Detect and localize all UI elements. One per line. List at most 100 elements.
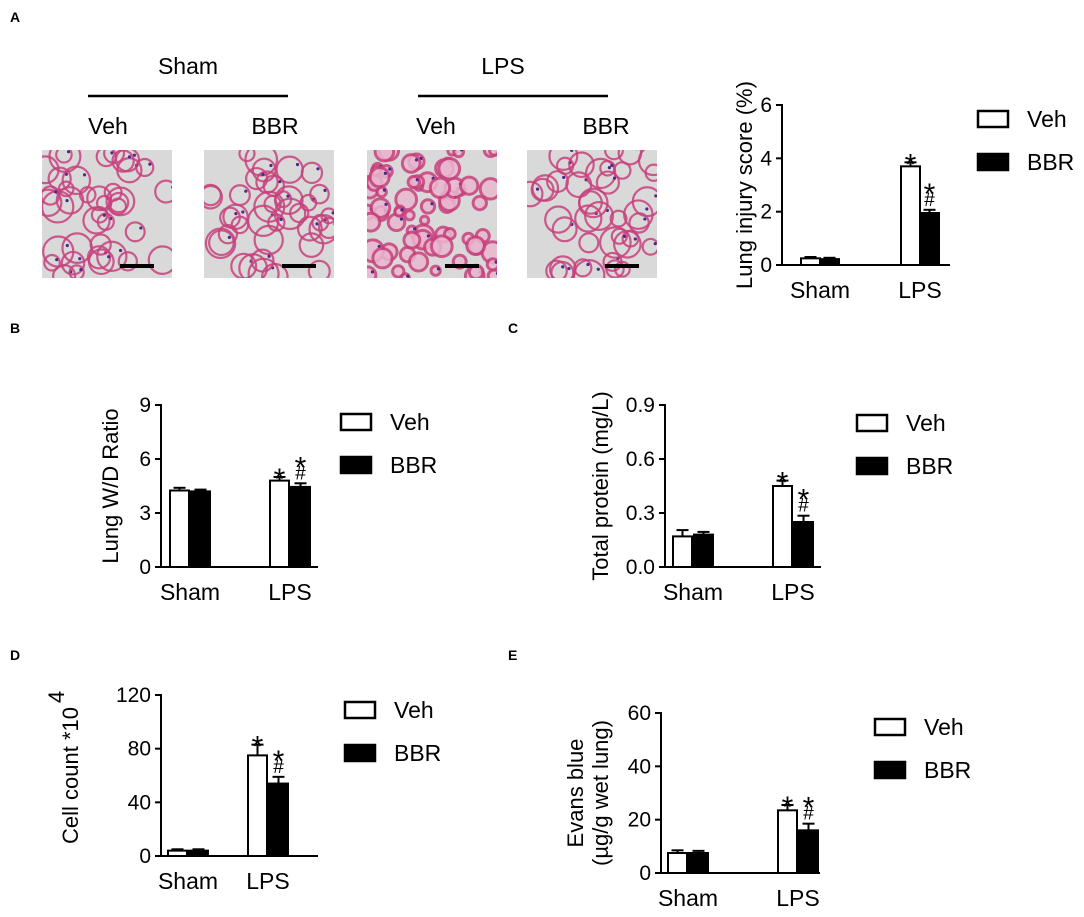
micrograph-tissue — [367, 150, 497, 278]
cell-nucleus — [55, 258, 59, 262]
bar-bbr-lps — [919, 212, 940, 266]
cell-nucleus — [610, 163, 614, 167]
cell-nucleus — [278, 180, 282, 184]
bar-veh-lps — [247, 754, 268, 857]
alveolar-wall — [367, 265, 378, 278]
panel-letter-a: A — [10, 9, 20, 25]
bar-veh-sham — [672, 535, 693, 569]
significance-hash: # — [924, 190, 935, 211]
alveolar-wall — [68, 264, 85, 278]
micrograph-sham-bbr — [204, 150, 334, 278]
alveolar-wall — [274, 190, 293, 209]
alveolar-wall — [371, 247, 394, 270]
bar-bbr-sham — [819, 258, 840, 266]
alveolar-wall — [605, 259, 625, 278]
alveolar-wall — [631, 186, 657, 218]
cell-nucleus — [622, 234, 627, 238]
alveolar-wall — [573, 258, 593, 278]
legend-swatch-bbr — [339, 455, 373, 475]
y-tick-label: 3 — [139, 502, 151, 525]
cell-nucleus — [643, 217, 647, 221]
alveolar-wall — [82, 206, 111, 235]
alveolar-wall — [244, 150, 279, 177]
alveolar-wall — [406, 174, 422, 190]
legend-swatch-veh — [339, 412, 373, 432]
x-category-label: LPS — [898, 277, 941, 303]
alveolar-wall — [204, 183, 222, 207]
cell-nucleus — [377, 244, 381, 249]
x-category-label: LPS — [776, 885, 819, 911]
alveolar-wall — [641, 237, 657, 256]
y-tick-label: 20 — [628, 809, 651, 832]
panel-a-histology: A Sham LPS Veh BBR Veh BBR — [10, 9, 657, 278]
legend-swatch-bbr — [976, 152, 1010, 172]
alveolar-wall — [368, 166, 391, 189]
alveolar-wall — [95, 150, 117, 168]
cell-nucleus — [653, 242, 657, 246]
cell-nucleus — [118, 248, 123, 253]
significance-hash: # — [803, 804, 814, 825]
cell-nucleus — [406, 274, 410, 278]
y-tick-label: 2 — [760, 201, 772, 224]
y-axis-label: Evans blue — [563, 739, 588, 848]
alveolar-wall — [309, 183, 330, 205]
alveolar-wall — [230, 252, 258, 278]
significance-star: * — [924, 178, 936, 211]
alveolar-wall — [403, 209, 416, 222]
alveolar-wall — [222, 203, 249, 231]
micrograph-tissue — [527, 150, 657, 278]
alveolar-wall — [238, 150, 256, 163]
cell-nucleus — [279, 217, 283, 221]
bar-bbr-sham — [190, 490, 211, 568]
alveolar-wall — [578, 190, 603, 215]
alveolar-wall — [208, 229, 235, 257]
panel-letter-d: D — [10, 647, 20, 663]
alveolar-wall — [317, 216, 334, 240]
alveolar-wall — [400, 153, 422, 174]
alveolar-wall — [42, 185, 61, 206]
alveolar-wall — [617, 150, 643, 166]
cell-nucleus — [414, 158, 419, 162]
cell-nucleus — [331, 211, 334, 215]
y-tick-label: 0 — [139, 845, 151, 868]
cell-nucleus — [607, 166, 611, 170]
bar-veh-sham — [667, 852, 688, 874]
significance-star: * — [905, 148, 917, 181]
alveolar-wall — [105, 186, 136, 217]
cell-nucleus — [561, 265, 565, 269]
alveolar-wall — [154, 179, 172, 204]
alveolar-wall — [267, 213, 286, 232]
significance-star: * — [782, 791, 794, 824]
alveolar-wall — [544, 205, 573, 234]
cell-nucleus — [333, 222, 334, 226]
y-tick-label: 0.0 — [626, 556, 655, 579]
y-tick-label: 0.6 — [626, 448, 655, 471]
alveolar-wall — [478, 177, 497, 201]
group-label-lps: LPS — [481, 53, 524, 79]
alveolar-wall — [407, 251, 430, 273]
cell-nucleus — [323, 188, 327, 193]
alveolar-wall — [204, 184, 224, 210]
alveolar-wall — [135, 157, 155, 178]
legend-swatch-bbr — [343, 743, 377, 763]
alveolar-wall — [604, 150, 624, 161]
significance-star: * — [274, 463, 286, 496]
y-tick-label: 0.3 — [626, 502, 655, 525]
bar-bbr-lps — [798, 829, 819, 874]
bar-bbr-sham — [188, 849, 209, 858]
legend-label-bbr: BBR — [390, 452, 437, 478]
alveolar-wall — [111, 150, 135, 173]
cell-nucleus — [316, 167, 320, 171]
y-axis-label: Cell count *10 — [58, 707, 83, 844]
x-category-label: Sham — [790, 277, 850, 303]
cell-nucleus — [400, 208, 404, 212]
alveolar-wall — [251, 157, 277, 183]
alveolar-wall — [546, 170, 569, 193]
alveolar-wall — [298, 232, 325, 258]
alveolar-wall — [574, 204, 603, 233]
y-tick-label: 0 — [639, 862, 651, 885]
